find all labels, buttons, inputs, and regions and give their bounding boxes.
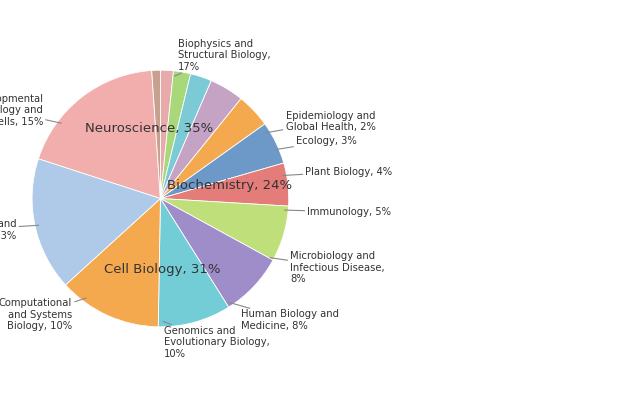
- Text: Neuroscience, 35%: Neuroscience, 35%: [85, 122, 213, 135]
- Wedge shape: [160, 98, 265, 198]
- Wedge shape: [160, 198, 273, 307]
- Text: Epidemiology and
Global Health, 2%: Epidemiology and Global Health, 2%: [266, 111, 376, 133]
- Text: Biochemistry, 24%: Biochemistry, 24%: [167, 179, 292, 192]
- Wedge shape: [65, 198, 160, 327]
- Text: Genes and
Chromosomes, 13%: Genes and Chromosomes, 13%: [0, 219, 39, 241]
- Text: Immunology, 5%: Immunology, 5%: [284, 207, 391, 217]
- Wedge shape: [38, 70, 160, 198]
- Wedge shape: [160, 81, 241, 198]
- Wedge shape: [158, 198, 229, 327]
- Text: Developmental
Biology and
Stem Cells, 15%: Developmental Biology and Stem Cells, 15…: [0, 94, 61, 127]
- Wedge shape: [160, 124, 284, 198]
- Text: Ecology, 3%: Ecology, 3%: [275, 137, 357, 150]
- Wedge shape: [32, 159, 160, 285]
- Text: Computational
and Systems
Biology, 10%: Computational and Systems Biology, 10%: [0, 298, 86, 331]
- Wedge shape: [160, 71, 191, 198]
- Text: Plant Biology, 4%: Plant Biology, 4%: [283, 167, 392, 177]
- Text: Cell Biology, 31%: Cell Biology, 31%: [104, 262, 221, 276]
- Wedge shape: [160, 163, 289, 206]
- Wedge shape: [160, 198, 289, 260]
- Wedge shape: [160, 74, 211, 198]
- Wedge shape: [160, 70, 173, 198]
- Text: Microbiology and
Infectious Disease,
8%: Microbiology and Infectious Disease, 8%: [270, 251, 385, 284]
- Wedge shape: [152, 70, 160, 198]
- Text: Human Biology and
Medicine, 8%: Human Biology and Medicine, 8%: [228, 302, 339, 331]
- Text: Biophysics and
Structural Biology,
17%: Biophysics and Structural Biology, 17%: [175, 39, 270, 76]
- Text: Genomics and
Evolutionary Biology,
10%: Genomics and Evolutionary Biology, 10%: [163, 322, 270, 359]
